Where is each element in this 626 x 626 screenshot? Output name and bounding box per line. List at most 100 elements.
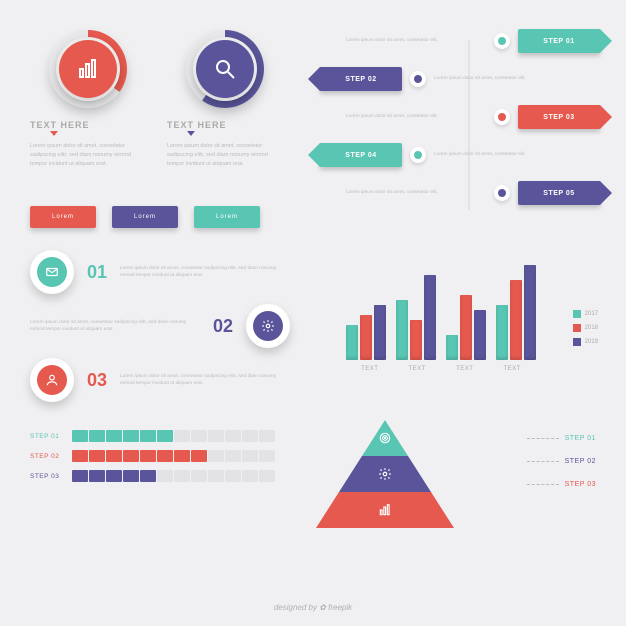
progress-segment	[242, 430, 258, 442]
step-dot: .step-row:nth-of-type(2) .step-dot::afte…	[494, 33, 510, 49]
step-row-01: Lorem ipsum dolor sit amet, consetetur e…	[320, 26, 600, 56]
bar-group-2	[446, 295, 486, 360]
numbered-text: Lorem ipsum dolor sit amet, consetetur s…	[120, 265, 290, 279]
progress-segment	[242, 470, 258, 482]
mail-icon	[37, 257, 67, 287]
progress-segment	[174, 470, 190, 482]
step-row-05: Lorem ipsum dolor sit amet, consetetur e…	[320, 178, 600, 208]
bar	[424, 275, 436, 360]
numbered-ring	[30, 358, 74, 402]
step-text: Lorem ipsum dolor sit amet, consetetur e…	[346, 113, 486, 120]
progress-label: STEP 03	[30, 473, 72, 480]
bar-chart-bars	[346, 260, 536, 360]
circle-card-0: TEXT HERE .circle-card:nth-child(1) .car…	[30, 30, 145, 168]
bar-chart: TEXTTEXTTEXTTEXT	[346, 260, 536, 372]
pyramid-layer-2	[316, 492, 454, 528]
progress-segment	[191, 430, 207, 442]
step-dot: .step-row:nth-of-type(4) .step-dot::afte…	[494, 109, 510, 125]
card-title: TEXT HERE .circle-card:nth-child(1) .car…	[30, 120, 145, 130]
bar	[360, 315, 372, 360]
bar	[446, 335, 458, 360]
progress-segment	[174, 430, 190, 442]
legend-item: 2019	[573, 338, 598, 346]
target-icon	[378, 431, 392, 445]
progress-segment	[208, 450, 224, 462]
progress-label: STEP 01	[30, 433, 72, 440]
progress-segment	[157, 470, 173, 482]
progress-segment	[225, 470, 241, 482]
progress-segment	[72, 450, 88, 462]
credit: designed by ✿ freepik	[0, 603, 626, 612]
numbered-ring	[30, 250, 74, 294]
progress-segment	[208, 470, 224, 482]
progress-segment	[106, 450, 122, 462]
progress-segment	[174, 450, 190, 462]
user-icon	[37, 365, 67, 395]
progress-segment	[157, 450, 173, 462]
bar-category-label: TEXT	[441, 366, 489, 372]
pill-button-1[interactable]: Lorem	[112, 206, 178, 228]
bar	[474, 310, 486, 360]
numbered-ring	[246, 304, 290, 348]
bar-category-label: TEXT	[346, 366, 394, 372]
pyramid-layer-1	[339, 456, 431, 492]
progress-segment	[208, 430, 224, 442]
bar	[374, 305, 386, 360]
pyramid	[320, 420, 450, 530]
bar	[396, 300, 408, 360]
step-dot: .step-row:nth-of-type(6) .step-dot::afte…	[494, 185, 510, 201]
pill-button-0[interactable]: Lorem	[30, 206, 96, 228]
bar	[410, 320, 422, 360]
progress-row-1: STEP 02	[30, 450, 275, 462]
step-text: Lorem ipsum dolor sit amet, consetetur e…	[346, 37, 486, 44]
progress-segment	[191, 470, 207, 482]
progress-row-0: STEP 01	[30, 430, 275, 442]
progress-segment	[140, 430, 156, 442]
progress-segment	[106, 430, 122, 442]
step-arrows: Lorem ipsum dolor sit amet, consetetur e…	[320, 26, 600, 216]
progress-segment	[140, 470, 156, 482]
step-row-03: Lorem ipsum dolor sit amet, consetetur e…	[320, 102, 600, 132]
search-icon	[196, 40, 254, 98]
bar-group-1	[396, 275, 436, 360]
pill-buttons: Lorem Lorem Lorem	[30, 206, 260, 228]
card-body: Lorem ipsum dolor sit amet, consetetur s…	[30, 142, 145, 168]
bars-icon	[59, 40, 117, 98]
progress-segment	[259, 450, 275, 462]
numbered-list: 01 Lorem ipsum dolor sit amet, consetetu…	[30, 250, 290, 412]
progress-segment	[106, 470, 122, 482]
progress-segment	[242, 450, 258, 462]
bar-group-3	[496, 265, 536, 360]
bar	[496, 305, 508, 360]
step-text: Lorem ipsum dolor sit amet, consetetur e…	[434, 151, 574, 158]
progress-segment	[225, 430, 241, 442]
progress-segment	[123, 430, 139, 442]
progress-segment	[225, 450, 241, 462]
bar	[346, 325, 358, 360]
bar-category-label: TEXT	[489, 366, 537, 372]
progress-segment	[157, 430, 173, 442]
numbered-text: Lorem ipsum dolor sit amet, consetetur s…	[120, 373, 290, 387]
progress-segment	[123, 450, 139, 462]
pyramid-step-2: STEP 03	[527, 481, 596, 488]
step-pill[interactable]: STEP 02	[320, 67, 402, 91]
bar-chart-legend: 201720182019	[573, 310, 598, 352]
bar	[460, 295, 472, 360]
progress-bar	[72, 450, 275, 462]
step-pill[interactable]: STEP 04	[320, 143, 402, 167]
circle-card-1: TEXT HERE .circle-card:nth-child(2) .car…	[167, 30, 282, 168]
progress-segment	[89, 450, 105, 462]
step-pill[interactable]: STEP 01	[518, 29, 600, 53]
bar	[510, 280, 522, 360]
numbered-index: 02	[210, 316, 236, 337]
card-title: TEXT HERE .circle-card:nth-child(2) .car…	[167, 120, 282, 130]
numbered-row-02: 02 Lorem ipsum dolor sit amet, consetetu…	[30, 304, 290, 348]
pyramid-steps: STEP 01 STEP 02 STEP 03	[527, 435, 596, 504]
numbered-text: Lorem ipsum dolor sit amet, consetetur s…	[30, 319, 200, 333]
pill-button-2[interactable]: Lorem	[194, 206, 260, 228]
gear-icon	[378, 467, 392, 481]
bar	[524, 265, 536, 360]
step-pill[interactable]: STEP 05	[518, 181, 600, 205]
progress-segment	[259, 430, 275, 442]
step-pill[interactable]: STEP 03	[518, 105, 600, 129]
